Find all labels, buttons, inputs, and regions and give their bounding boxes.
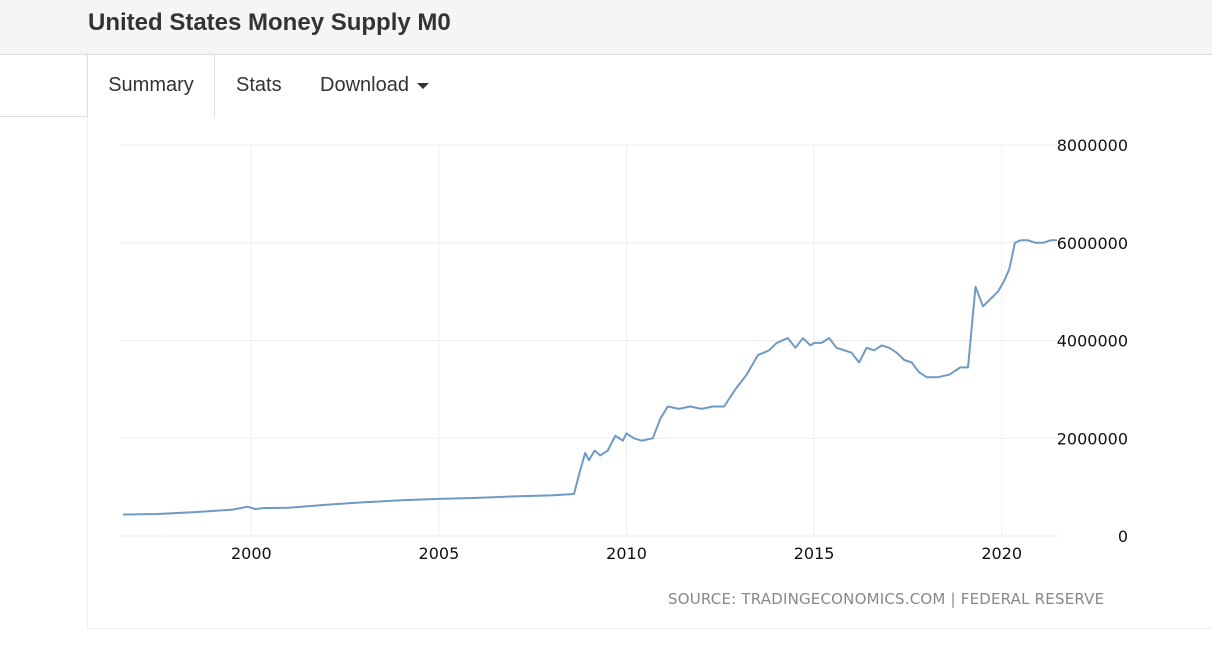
tab-bar: Summary Stats Download: [0, 55, 1212, 117]
source-credit: SOURCE: TRADINGECONOMICS.COM | FEDERAL R…: [668, 590, 1105, 608]
tab-stats[interactable]: Stats: [236, 74, 282, 96]
tab-download[interactable]: Download: [320, 55, 429, 116]
tab-download-label: Download: [320, 74, 409, 96]
x-tick-label: 2000: [231, 544, 272, 563]
header-bar: United States Money Supply M0: [0, 0, 1212, 55]
caret-down-icon: [416, 82, 429, 89]
x-tick-label: 2005: [419, 544, 460, 563]
tab-summary[interactable]: Summary: [87, 55, 215, 117]
x-tick-label: 2020: [981, 544, 1022, 563]
y-tick-label: 6000000: [1057, 234, 1128, 253]
y-tick-label: 2000000: [1057, 429, 1128, 448]
page-title: United States Money Supply M0: [88, 9, 451, 36]
y-axis-ticks: 0 2000000 4000000 6000000 8000000: [1057, 136, 1128, 546]
y-tick-label: 0: [1118, 527, 1128, 546]
y-tick-label: 4000000: [1057, 332, 1128, 351]
x-tick-label: 2015: [794, 544, 835, 563]
y-tick-label: 8000000: [1057, 136, 1128, 155]
chart-panel: [87, 116, 1212, 629]
series-layer: [122, 239, 1058, 516]
series-line: [122, 239, 1058, 516]
x-axis-ticks: 2000 2005 2010 2015 2020: [231, 544, 1022, 563]
x-tick-label: 2010: [606, 544, 647, 563]
chart-grid: [120, 144, 1058, 537]
